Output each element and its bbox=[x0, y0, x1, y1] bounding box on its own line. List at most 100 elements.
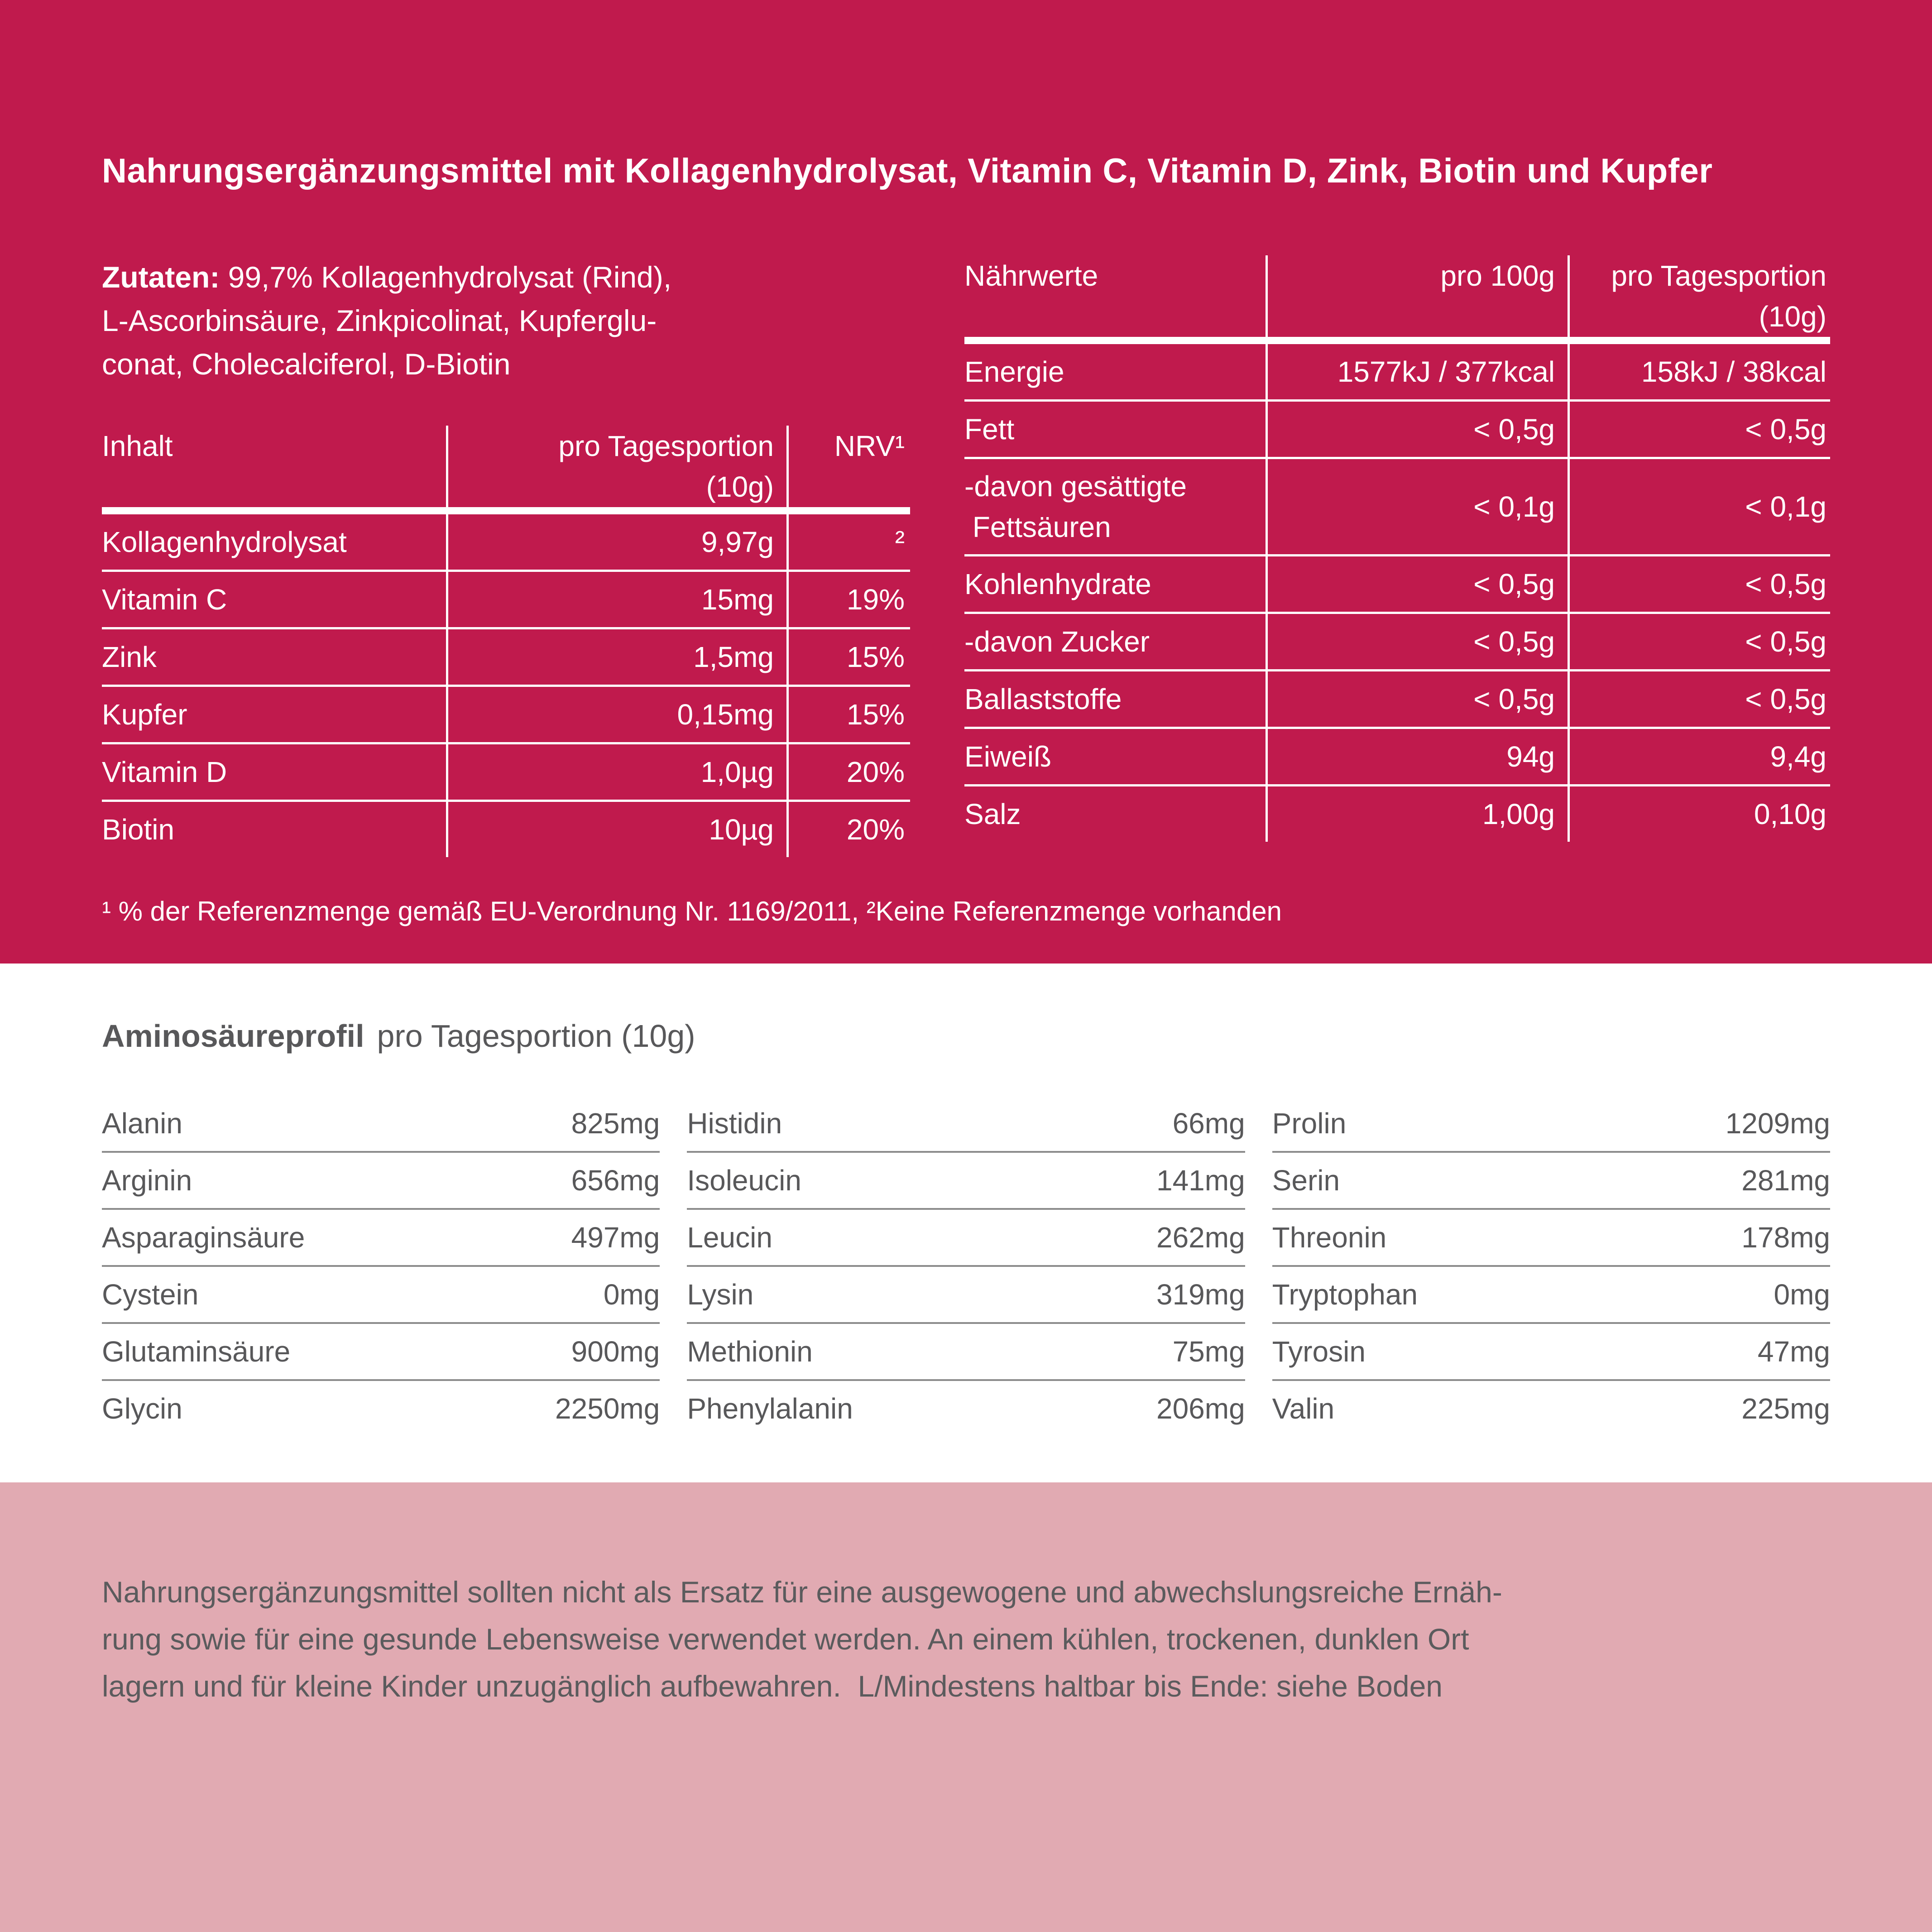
row-portion: 10µg bbox=[709, 813, 774, 846]
ingredients-and-content-column: Zutaten: 99,7% Kollagenhydrolysat (Rind)… bbox=[102, 255, 910, 857]
amino-row: Glycin 2250mg bbox=[102, 1381, 660, 1436]
amino-row: Isoleucin 141mg bbox=[687, 1153, 1245, 1210]
column-header-portion: pro Tagesportion (10g) bbox=[558, 430, 774, 503]
ingredients-text: Zutaten: 99,7% Kollagenhydrolysat (Rind)… bbox=[102, 255, 910, 386]
amino-profile-heading: Aminosäureprofil pro Tagesportion (10g) bbox=[0, 964, 1932, 1055]
product-title: Nahrungsergänzungsmittel mit Kollagenhyd… bbox=[102, 152, 1713, 190]
amino-row: Threonin 178mg bbox=[1272, 1210, 1830, 1267]
amino-profile-subtitle: pro Tagesportion (10g) bbox=[377, 1018, 695, 1054]
table-row: Fett < 0,5g < 0,5g bbox=[964, 402, 1830, 459]
ingredients-value: 99,7% Kollagenhydrolysat (Rind), L-Ascor… bbox=[102, 260, 672, 381]
amino-row: Tryptophan 0mg bbox=[1272, 1267, 1830, 1324]
row-label: Salz bbox=[964, 798, 1021, 830]
amino-row: Arginin 656mg bbox=[102, 1153, 660, 1210]
amino-value: 262mg bbox=[1156, 1221, 1245, 1254]
table-row: Salz 1,00g 0,10g bbox=[964, 786, 1830, 842]
naehrwerte-table: Nährwerte pro 100g pro Tagesportion (10g… bbox=[964, 255, 1830, 842]
table-row: Vitamin D 1,0µg 20% bbox=[102, 744, 910, 802]
amino-column-3: Prolin 1209mg Serin 281mg Threonin 178mg Tr… bbox=[1272, 1096, 1830, 1436]
row-label: Ballaststoffe bbox=[964, 683, 1122, 715]
amino-acid-table: Alanin 825mg Arginin 656mg Asparaginsäure 4… bbox=[102, 1096, 1830, 1436]
amino-row: Histidin 66mg bbox=[687, 1096, 1245, 1153]
row-label: Kohlenhydrate bbox=[964, 568, 1151, 600]
amino-column-1: Alanin 825mg Arginin 656mg Asparaginsäure 4… bbox=[102, 1096, 660, 1436]
table-row: Eiweiß 94g 9,4g bbox=[964, 729, 1830, 786]
storage-advice-section: Nahrungsergänzungsmittel sollten nicht a… bbox=[0, 1482, 1932, 1932]
table-header-row: Nährwerte pro 100g pro Tagesportion (10g… bbox=[964, 255, 1830, 344]
amino-profile-title: Aminosäureprofil bbox=[102, 1018, 364, 1054]
column-header-nrv: NRV¹ bbox=[834, 430, 905, 462]
amino-value: 0mg bbox=[1774, 1278, 1830, 1311]
column-header-per-100g: pro 100g bbox=[1440, 259, 1555, 292]
ingredients-label: Zutaten: bbox=[102, 260, 220, 294]
row-portion: 9,4g bbox=[1770, 740, 1827, 773]
row-label: Energie bbox=[964, 355, 1064, 388]
amino-column-2: Histidin 66mg Isoleucin 141mg Leucin 262mg … bbox=[687, 1096, 1245, 1436]
row-label: Vitamin D bbox=[102, 756, 227, 788]
table-row: Kupfer 0,15mg 15% bbox=[102, 687, 910, 744]
amino-row: Serin 281mg bbox=[1272, 1153, 1830, 1210]
amino-row: Phenylalanin 206mg bbox=[687, 1381, 1245, 1436]
row-portion: < 0,1g bbox=[1745, 490, 1827, 523]
column-header-naehrwerte: Nährwerte bbox=[964, 259, 1098, 292]
table-row: Zink 1,5mg 15% bbox=[102, 629, 910, 687]
amino-name: Isoleucin bbox=[687, 1164, 801, 1197]
amino-value: 225mg bbox=[1741, 1392, 1830, 1425]
amino-row: Valin 225mg bbox=[1272, 1381, 1830, 1436]
amino-value: 47mg bbox=[1757, 1335, 1830, 1368]
amino-name: Alanin bbox=[102, 1107, 182, 1140]
table-column-divider bbox=[1266, 255, 1268, 842]
table-row: -davon gesättigte Fettsäuren < 0,1g < 0,… bbox=[964, 459, 1830, 556]
amino-name: Glycin bbox=[102, 1392, 182, 1425]
amino-name: Tyrosin bbox=[1272, 1335, 1366, 1368]
inhalt-table: Inhalt pro Tagesportion (10g) NRV¹ Kolla… bbox=[102, 426, 910, 857]
amino-name: Arginin bbox=[102, 1164, 192, 1197]
row-per-100g: < 0,5g bbox=[1473, 413, 1555, 446]
table-column-divider bbox=[786, 426, 789, 857]
amino-row: Prolin 1209mg bbox=[1272, 1096, 1830, 1153]
row-nrv: 19% bbox=[846, 583, 905, 616]
row-per-100g: < 0,5g bbox=[1473, 568, 1555, 600]
panel-columns: Zutaten: 99,7% Kollagenhydrolysat (Rind)… bbox=[102, 255, 1830, 857]
column-header-inhalt: Inhalt bbox=[102, 430, 173, 462]
amino-name: Serin bbox=[1272, 1164, 1340, 1197]
row-label: Kupfer bbox=[102, 698, 187, 731]
row-portion: 0,10g bbox=[1754, 798, 1827, 830]
table-header-row: Inhalt pro Tagesportion (10g) NRV¹ bbox=[102, 426, 910, 514]
amino-value: 206mg bbox=[1156, 1392, 1245, 1425]
amino-name: Valin bbox=[1272, 1392, 1335, 1425]
amino-value: 900mg bbox=[571, 1335, 660, 1368]
amino-value: 281mg bbox=[1741, 1164, 1830, 1197]
row-portion: < 0,5g bbox=[1745, 683, 1827, 715]
row-label: Kollagenhydrolysat bbox=[102, 526, 347, 558]
amino-value: 75mg bbox=[1172, 1335, 1245, 1368]
row-nrv: 20% bbox=[846, 756, 905, 788]
row-portion: 158kJ / 38kcal bbox=[1641, 355, 1827, 388]
amino-name: Prolin bbox=[1272, 1107, 1347, 1140]
row-portion: 1,0µg bbox=[700, 756, 774, 788]
amino-row: Methionin 75mg bbox=[687, 1324, 1245, 1381]
row-label: -davon Zucker bbox=[964, 625, 1150, 658]
row-per-100g: 94g bbox=[1506, 740, 1555, 773]
amino-value: 0mg bbox=[603, 1278, 660, 1311]
amino-value: 66mg bbox=[1172, 1107, 1245, 1140]
row-label: Vitamin C bbox=[102, 583, 227, 616]
row-portion: 0,15mg bbox=[677, 698, 774, 731]
amino-row: Lysin 319mg bbox=[687, 1267, 1245, 1324]
amino-row: Asparaginsäure 497mg bbox=[102, 1210, 660, 1267]
amino-value: 319mg bbox=[1156, 1278, 1245, 1311]
reference-footnote: ¹ % der Referenzmenge gemäß EU-Verordnun… bbox=[102, 896, 1282, 926]
table-column-divider bbox=[446, 426, 448, 857]
nutrition-values-column: Nährwerte pro 100g pro Tagesportion (10g… bbox=[964, 255, 1830, 842]
row-label: Fett bbox=[964, 413, 1015, 446]
amino-value: 141mg bbox=[1156, 1164, 1245, 1197]
amino-value: 178mg bbox=[1741, 1221, 1830, 1254]
storage-advice-text: Nahrungsergänzungsmittel sollten nicht a… bbox=[102, 1575, 1502, 1703]
amino-row: Tyrosin 47mg bbox=[1272, 1324, 1830, 1381]
amino-row: Alanin 825mg bbox=[102, 1096, 660, 1153]
amino-name: Cystein bbox=[102, 1278, 199, 1311]
row-portion: < 0,5g bbox=[1745, 413, 1827, 446]
amino-name: Asparaginsäure bbox=[102, 1221, 305, 1254]
row-label: Eiweiß bbox=[964, 740, 1052, 773]
